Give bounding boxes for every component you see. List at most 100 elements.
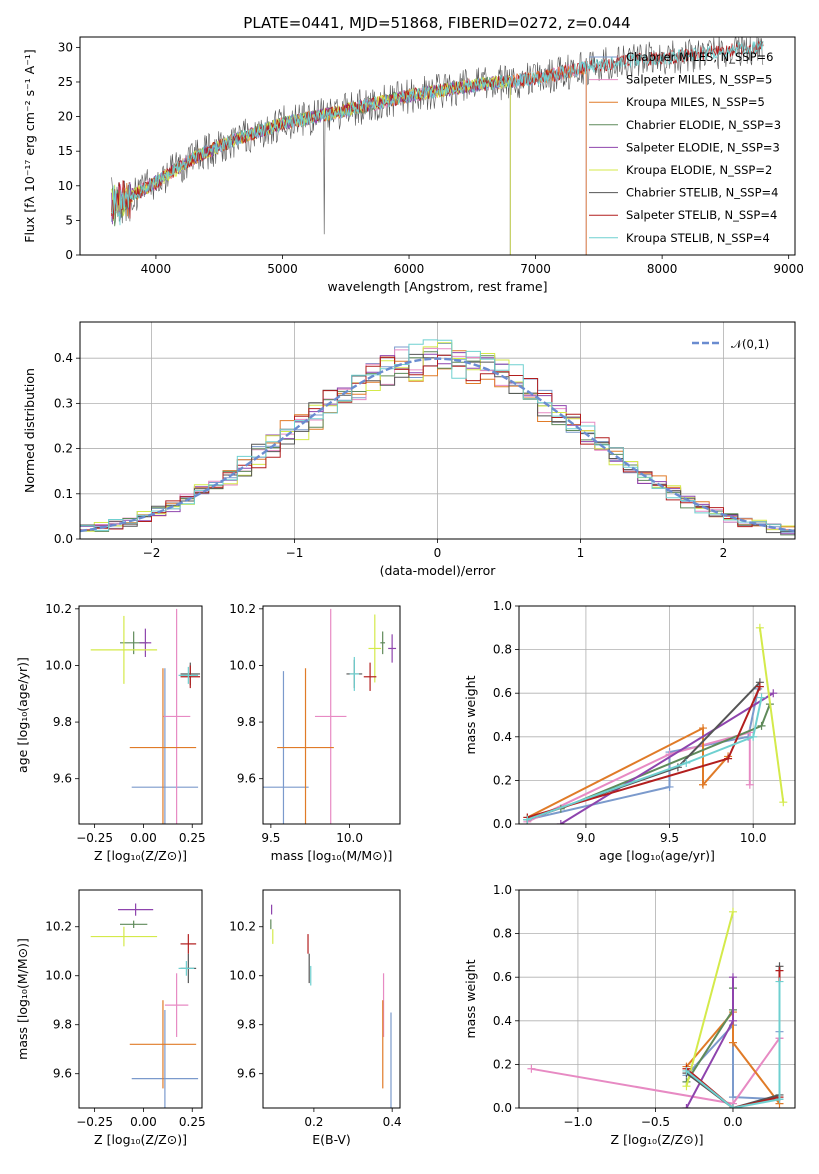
y-tick-label: 10 — [58, 179, 73, 193]
y-tick-label: 9.8 — [53, 715, 72, 729]
weight-line-salpeter_miles — [526, 731, 751, 823]
x-axis-label: Z [log₁₀(Z/Z⊙)] — [611, 1132, 704, 1147]
weight_vs_age-panel: 9.0 9.5 10.0 0.0 0.2 0.4 0.6 0.8 1.0 age [log₁₀(a… — [463, 599, 796, 863]
y-tick-label: 10.2 — [45, 602, 72, 616]
y-tick-label: 1.0 — [493, 883, 512, 897]
weight-line-kroupa_stelib — [685, 981, 781, 1108]
y-axis-label: Flux [fλ 10⁻¹⁷ erg cm⁻² s⁻¹ A⁻¹] — [22, 49, 37, 242]
y-tick-label: 0.6 — [493, 970, 512, 984]
weight-marker-kroupa_miles — [699, 780, 707, 789]
y-tick-label: 9.6 — [237, 772, 256, 786]
weight-marker-kroupa_stelib — [775, 977, 784, 986]
spectrum-panel: 4000 5000 6000 7000 8000 9000 0 5 10 15 20 25 30 wave… — [22, 36, 804, 294]
x-tick-label: −0.25 — [76, 831, 113, 845]
weight-marker-salpeter_stelib — [755, 682, 764, 691]
weight_vs_Z-plot-area — [527, 907, 784, 1108]
chart-title: PLATE=0441, MJD=51868, FIBERID=0272, z=0… — [243, 14, 630, 32]
y-axis-label: Normed distribution — [22, 368, 37, 493]
x-tick-label: 0.0 — [723, 1115, 742, 1129]
age_vs_Z-plot-area — [90, 608, 201, 824]
weight-line-kroupa_miles — [526, 726, 729, 819]
age_vs_Z-panel: −0.25 0.00 0.25 9.6 9.8 10.0 10.2 Z [log₁₀(Z/Z⊙… — [15, 602, 206, 863]
x-tick-label: 0.00 — [130, 831, 157, 845]
weight-marker-salpeter_miles — [745, 780, 754, 789]
residuals-panel: −2 −1 0 1 2 0.0 0.1 0.2 0.3 0.4 (data-model)/error… — [22, 321, 796, 578]
weight_vs_Z-panel: −1.0 −0.5 0.0 0.0 0.2 0.4 0.6 0.8 1.0 Z [log₁₀(Z/… — [463, 883, 796, 1147]
mass_vs_Z-frame — [78, 889, 203, 1109]
legend-label-chabrier_elodie: Chabrier ELODIE, N_SSP=3 — [626, 118, 781, 132]
legend-label-gaussian: 𝒩(0,1) — [731, 337, 769, 351]
legend-label-salpeter_stelib: Salpeter STELIB, N_SSP=4 — [626, 208, 777, 222]
legend-label-chabrier_stelib: Chabrier STELIB, N_SSP=4 — [626, 186, 778, 200]
weight-marker-kroupa_miles — [728, 1038, 737, 1047]
weight-marker-salpeter_elodie — [556, 820, 565, 824]
weight-marker-kroupa_stelib — [682, 758, 691, 767]
legend-label-kroupa_miles: Kroupa MILES, N_SSP=5 — [626, 95, 765, 109]
y-tick-label: 9.8 — [53, 1018, 72, 1032]
y-tick-label: 9.6 — [237, 1067, 256, 1081]
x-tick-label: 9000 — [773, 262, 804, 276]
x-tick-label: −2 — [143, 546, 161, 560]
weight-line-salpeter_stelib — [527, 686, 761, 819]
y-tick-label: 0.4 — [493, 1014, 512, 1028]
x-tick-label: 2 — [720, 546, 728, 560]
y-tick-label: 0.6 — [493, 686, 512, 700]
x-tick-label: 0.2 — [304, 1115, 323, 1129]
spectrum-line-kroupa_stelib — [111, 41, 764, 226]
y-tick-label: 0.8 — [493, 927, 512, 941]
weight-marker-salpeter_stelib — [724, 754, 733, 763]
weight-marker-kroupa_stelib — [775, 1095, 784, 1104]
mass_vs_ebv-frame — [262, 889, 401, 1109]
y-tick-label: 10.2 — [229, 920, 256, 934]
histogram-kroupa_miles — [80, 350, 795, 528]
y-axis-label: mass weight — [463, 675, 478, 754]
x-tick-label: 5000 — [267, 262, 298, 276]
y-tick-label: 0.4 — [493, 730, 512, 744]
weight-marker-chabrier_miles — [665, 782, 674, 791]
x-axis-label: Z [log₁₀(Z/Z⊙)] — [94, 848, 187, 863]
y-tick-label: 9.8 — [237, 1018, 256, 1032]
y-tick-label: 10.0 — [45, 658, 72, 672]
y-tick-label: 5 — [65, 213, 73, 227]
weight-marker-salpeter_miles — [527, 1064, 536, 1073]
x-tick-label: 8000 — [647, 262, 678, 276]
legend-label-kroupa_elodie: Kroupa ELODIE, N_SSP=2 — [626, 163, 772, 177]
y-tick-label: 10.2 — [45, 920, 72, 934]
histogram-salpeter_stelib — [80, 354, 795, 531]
weight_vs_Z-frame — [518, 889, 796, 1109]
y-axis-label: mass [log₁₀(M/M⊙)] — [15, 938, 30, 1060]
weight-marker-kroupa_stelib — [728, 1104, 737, 1108]
y-tick-label: 0.3 — [54, 396, 73, 410]
y-tick-label: 0.0 — [493, 1101, 512, 1115]
weight-marker-salpeter_elodie — [769, 689, 778, 698]
weight-marker-salpeter_stelib — [775, 966, 784, 975]
y-tick-label: 0.1 — [54, 487, 73, 501]
y-tick-label: 9.6 — [53, 772, 72, 786]
x-tick-label: −1 — [286, 546, 304, 560]
legend-label-salpeter_miles: Salpeter MILES, N_SSP=5 — [626, 73, 772, 87]
age_vs_mass-panel: 9.5 10.0 9.6 9.8 10.0 10.2 mass [log₁₀(M/M⊙)] — [229, 602, 401, 863]
x-tick-label: 0 — [434, 546, 442, 560]
y-tick-label: 0.2 — [54, 442, 73, 456]
y-tick-label: 10.0 — [45, 969, 72, 983]
x-tick-label: 4000 — [141, 262, 172, 276]
weight-line-salpeter_elodie — [560, 692, 774, 824]
x-axis-label: mass [log₁₀(M/M⊙)] — [271, 848, 393, 863]
y-tick-label: 0.0 — [54, 532, 73, 546]
mass_vs_Z-panel: −0.25 0.00 0.25 9.6 9.8 10.0 10.2 Z [log₁₀(Z/Z⊙… — [15, 889, 206, 1147]
y-tick-label: 15 — [58, 144, 73, 158]
x-tick-label: 0.4 — [383, 1115, 402, 1129]
y-tick-label: 0 — [65, 248, 73, 262]
mass_vs_Z-plot-area — [90, 903, 199, 1108]
weight-marker-salpeter_elodie — [682, 1104, 691, 1108]
x-axis-label: (data-model)/error — [380, 563, 497, 578]
x-tick-label: 1 — [577, 546, 585, 560]
weight-marker-kroupa_stelib — [523, 815, 532, 824]
y-tick-label: 0.8 — [493, 643, 512, 657]
weight-marker-kroupa_stelib — [682, 1066, 691, 1075]
mass_vs_ebv-panel: 0.2 0.4 9.6 9.8 10.0 10.2 E(B-V) — [229, 889, 402, 1147]
weight-marker-chabrier_elodie — [757, 721, 766, 730]
age_vs_mass-frame — [262, 605, 401, 825]
histogram-kroupa_stelib — [80, 339, 795, 532]
